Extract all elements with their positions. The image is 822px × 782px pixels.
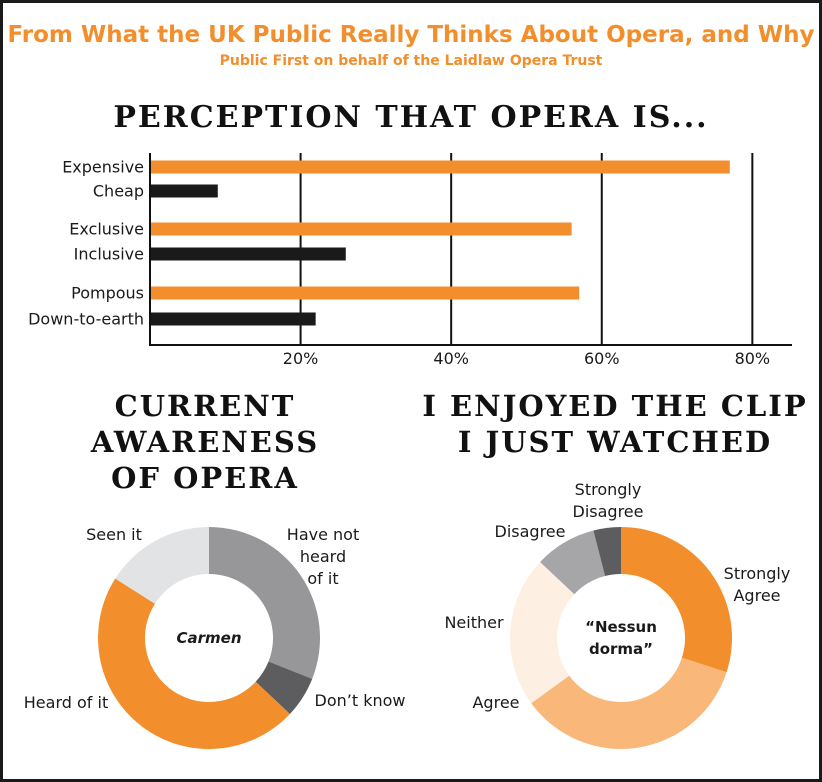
enjoyment-slice-strongly-disagree bbox=[593, 527, 621, 577]
enjoyment-label-strongly-agree: Strongly bbox=[724, 564, 791, 583]
bar-exclusive bbox=[150, 222, 572, 236]
x-tick-label: 80% bbox=[735, 349, 771, 368]
enjoyment-label-agree: Agree bbox=[472, 693, 519, 712]
awareness-chart-title: CURRENT AWARENESS OF OPERA bbox=[90, 389, 320, 495]
awareness-label-heard-of-it: Heard of it bbox=[24, 693, 108, 712]
enjoyment-slice-strongly-agree bbox=[621, 527, 732, 673]
awareness-label-have-not-heard-of-it: of it bbox=[307, 569, 338, 588]
x-tick-label: 40% bbox=[433, 349, 469, 368]
x-tick-label: 60% bbox=[584, 349, 620, 368]
category-label-inclusive: Inclusive bbox=[74, 245, 144, 264]
category-label-expensive: Expensive bbox=[62, 158, 144, 177]
bar-down-to-earth bbox=[150, 312, 316, 326]
enjoyment-slice-disagree bbox=[540, 530, 606, 595]
enjoyment-label-neither: Neither bbox=[444, 613, 504, 632]
category-label-down-to-earth: Down-to-earth bbox=[28, 310, 144, 329]
page-title: From What the UK Public Really Thinks Ab… bbox=[7, 22, 815, 48]
page-subtitle: Public First on behalf of the Laidlaw Op… bbox=[219, 53, 603, 69]
category-label-pompous: Pompous bbox=[71, 284, 144, 303]
awareness-donut-chart: Carmen Have not heard of it Don’t know Heard … bbox=[24, 525, 406, 750]
perception-bar-chart: 20% 40% 60% 80% Expensive Cheap Exclusive Inclu… bbox=[28, 153, 792, 368]
awareness-label-seen-it: Seen it bbox=[86, 525, 142, 544]
awareness-label-don-t-know: Don’t know bbox=[315, 691, 406, 710]
bar-pompous bbox=[150, 286, 580, 300]
enjoyment-label-disagree: Disagree bbox=[495, 522, 566, 541]
awareness-slice-seen-it bbox=[115, 527, 209, 604]
category-label-exclusive: Exclusive bbox=[69, 220, 144, 239]
enjoyment-chart-title: I ENJOYED THE CLIP I JUST WATCHED bbox=[422, 389, 808, 459]
enjoyment-label-strongly-agree: Agree bbox=[733, 586, 780, 605]
awareness-slice-heard-of-it bbox=[97, 578, 290, 750]
awareness-slice-have-not-heard-of-it bbox=[209, 527, 321, 679]
awareness-label-have-not-heard-of-it: Have not bbox=[287, 525, 359, 544]
enjoyment-label-strongly-disagree: Strongly bbox=[575, 480, 642, 499]
enjoyment-label-strongly-disagree: Disagree bbox=[573, 502, 644, 521]
enjoyment-center-label: “Nessun bbox=[585, 618, 657, 636]
x-tick-label: 20% bbox=[283, 349, 319, 368]
enjoyment-slice-neither bbox=[510, 562, 575, 704]
enjoyment-slice-agree bbox=[531, 657, 727, 749]
bar-inclusive bbox=[150, 247, 346, 261]
enjoyment-donut-chart: “Nessun dorma” Strongly Agree Agree Neither Di… bbox=[444, 480, 791, 749]
bar-cheap bbox=[150, 184, 218, 198]
awareness-label-have-not-heard-of-it: heard bbox=[300, 547, 346, 566]
bar-expensive bbox=[150, 160, 730, 174]
bar-chart-title: PERCEPTION THAT OPERA IS... bbox=[113, 100, 709, 135]
awareness-center-label: Carmen bbox=[176, 629, 241, 647]
enjoyment-center-label: dorma” bbox=[589, 640, 653, 658]
category-label-cheap: Cheap bbox=[93, 182, 144, 201]
awareness-slice-don-t-know bbox=[255, 661, 313, 714]
